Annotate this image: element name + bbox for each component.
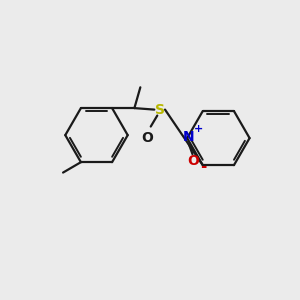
Text: S: S [155,103,165,117]
Text: O: O [141,131,153,146]
Text: +: + [194,124,203,134]
Text: O: O [187,154,199,168]
Text: N: N [183,130,194,144]
Text: -: - [200,159,207,174]
